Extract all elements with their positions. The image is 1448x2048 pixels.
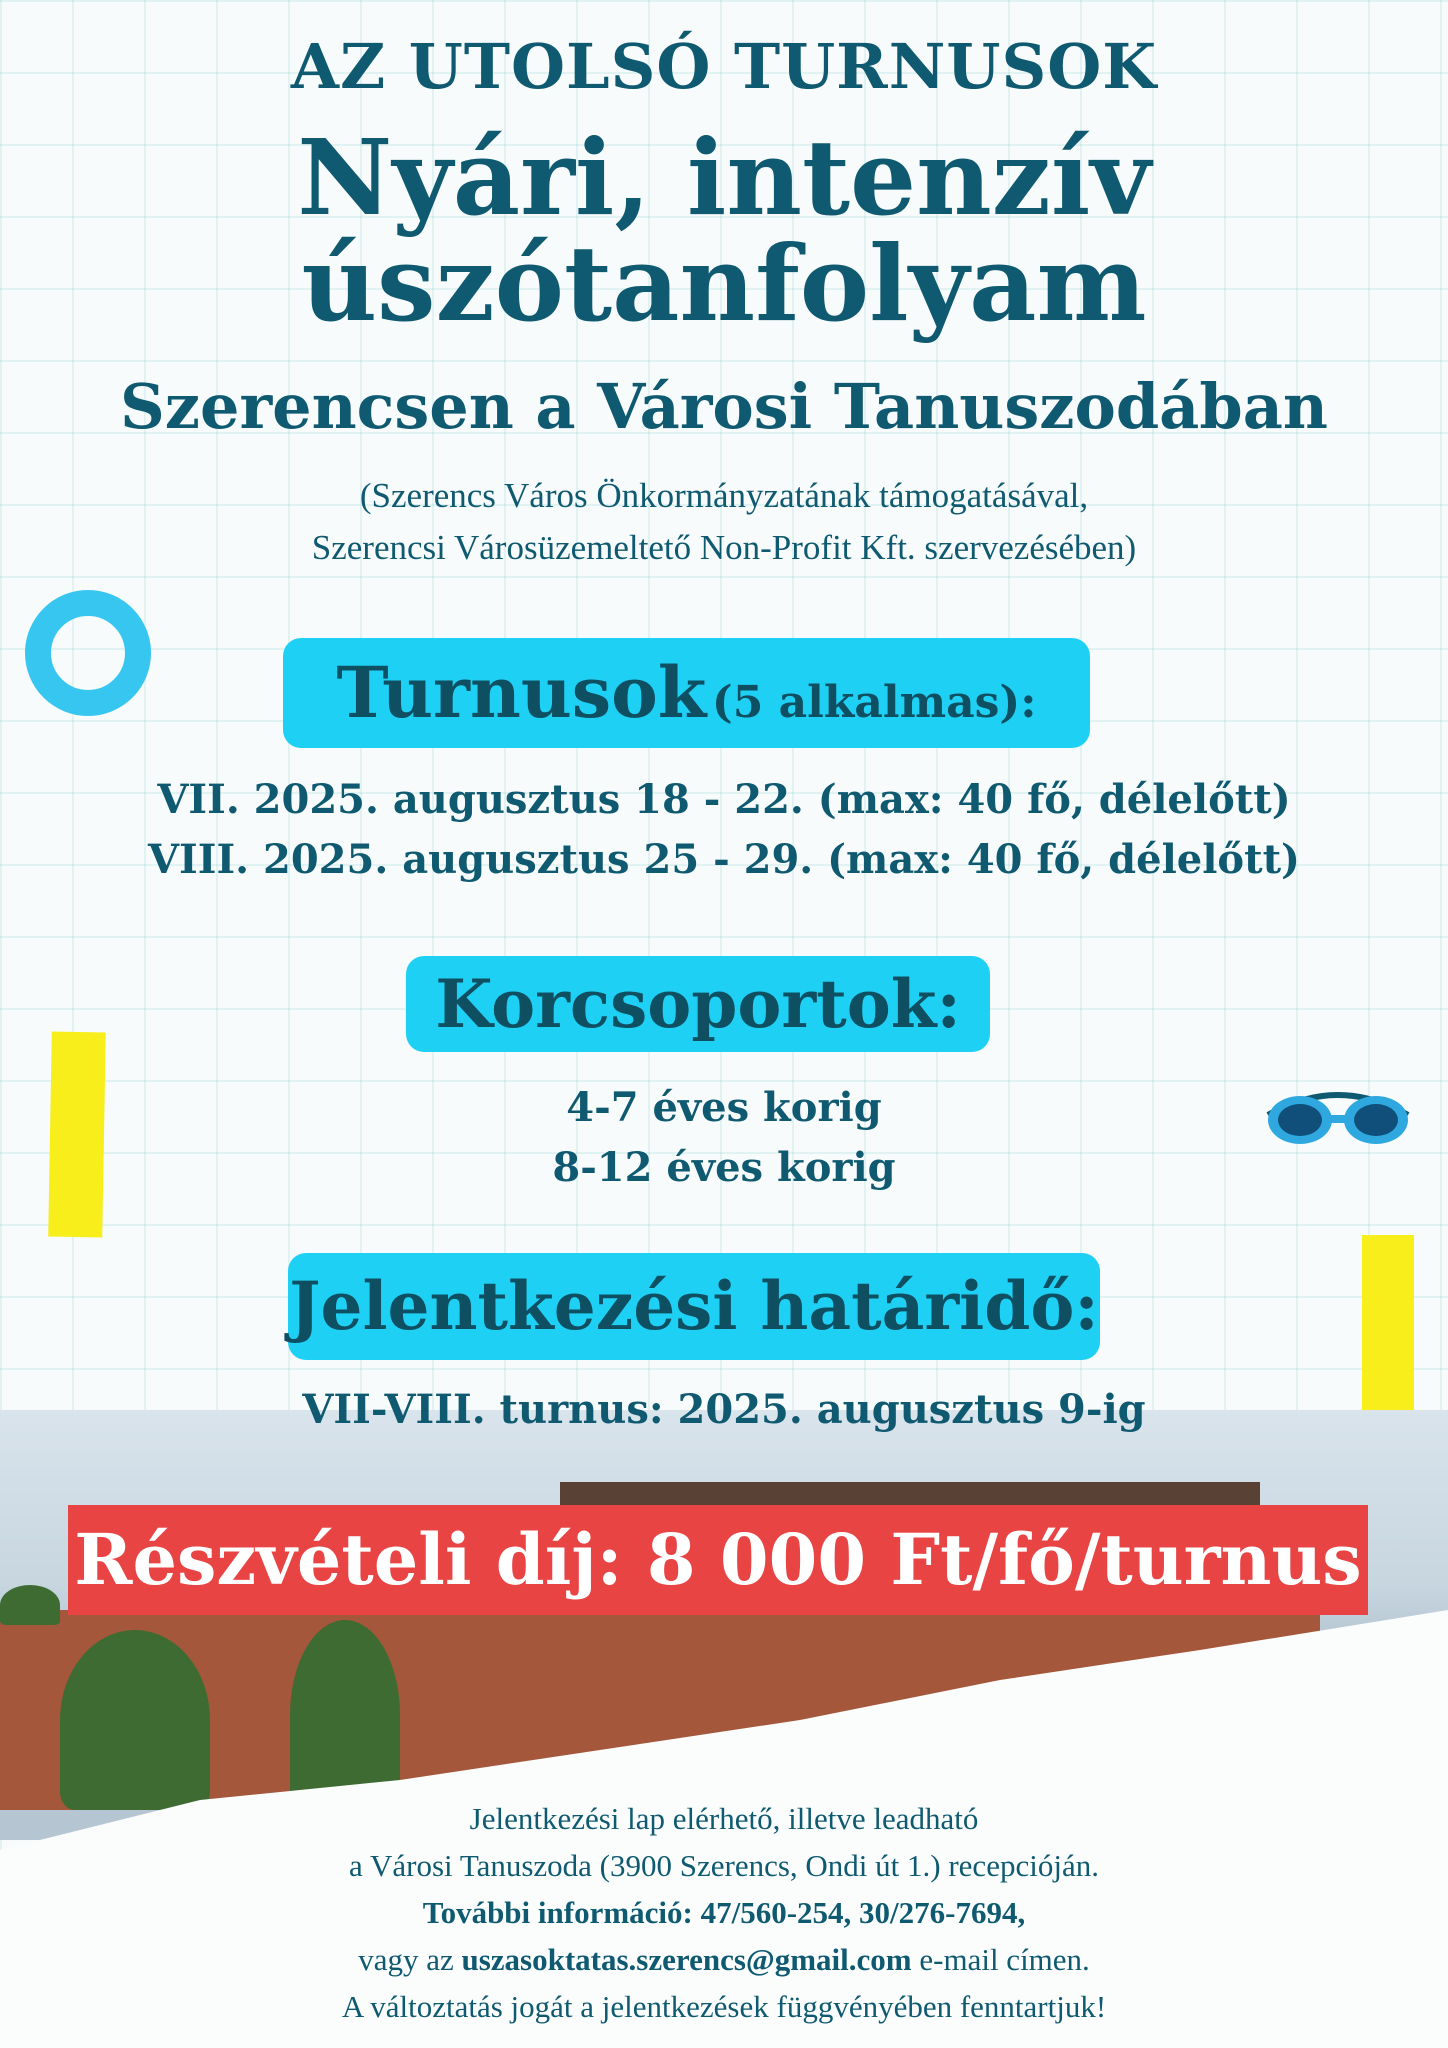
age-groups-list: 4-7 éves korig 8-12 éves korig	[0, 1078, 1448, 1198]
swim-goggles-icon	[1266, 1092, 1410, 1144]
footer-line-4: vagy az uszasoktatas.szerencs@gmail.com …	[0, 1936, 1448, 1983]
photo-tree	[0, 1585, 60, 1625]
photo-roof	[560, 1482, 1260, 1508]
torn-paper-edge	[0, 1610, 1448, 2048]
yellow-tape-left	[48, 1031, 106, 1238]
footer-email-pre: vagy az	[358, 1942, 454, 1977]
kicker: AZ UTOLSÓ TURNUSOK	[290, 30, 1158, 103]
subtitle: Szerencsen a Városi Tanuszodában	[120, 370, 1328, 443]
photo-tree	[60, 1630, 210, 1810]
title: Nyári, intenzív úszótanfolyam	[0, 125, 1448, 337]
contact-email-link[interactable]: uszasoktatas.szerencs@gmail.com	[461, 1942, 912, 1977]
sessions-list: VII. 2025. augusztus 18 - 22. (max: 40 f…	[0, 770, 1448, 890]
session-item: VIII. 2025. augusztus 25 - 29. (max: 40 …	[148, 836, 1300, 883]
support-line-2: Szerencsi Városüzemeltető Non-Profit Kft…	[311, 528, 1137, 567]
support-text: (Szerencs Város Önkormányzatának támogat…	[0, 470, 1448, 574]
sessions-heading-text: Turnusok	[336, 651, 707, 734]
footer-contact-phones: További információ: 47/560-254, 30/276-7…	[422, 1895, 1026, 1930]
session-item: VII. 2025. augusztus 18 - 22. (max: 40 f…	[157, 776, 1291, 823]
title-line-2: úszótanfolyam	[301, 222, 1147, 345]
age-groups-heading: Korcsoportok:	[406, 956, 990, 1052]
photo-tree	[290, 1620, 400, 1810]
age-group-item: 8-12 éves korig	[552, 1144, 896, 1191]
support-line-1: (Szerencs Város Önkormányzatának támogat…	[359, 476, 1089, 515]
sessions-heading-note: (5 alkalmas):	[711, 677, 1037, 728]
deadline-text: VII-VIII. turnus: 2025. augusztus 9-ig	[302, 1386, 1146, 1433]
deadline-heading: Jelentkezési határidő:	[288, 1253, 1100, 1360]
sessions-heading: Turnusok (5 alkalmas):	[283, 638, 1090, 748]
age-group-item: 4-7 éves korig	[566, 1084, 882, 1131]
title-line-1: Nyári, intenzív	[297, 116, 1151, 239]
footer-line-5: A változtatás jogát a jelentkezések függ…	[341, 1989, 1107, 2024]
footer-email-post: e-mail címen.	[919, 1942, 1090, 1977]
footer: Jelentkezési lap elérhető, illetve leadh…	[0, 1795, 1448, 2030]
footer-line-2: a Városi Tanuszoda (3900 Szerencs, Ondi …	[349, 1848, 1099, 1883]
footer-line-1: Jelentkezési lap elérhető, illetve leadh…	[469, 1801, 979, 1836]
fee-banner: Részvételi díj: 8 000 Ft/fő/turnus	[68, 1505, 1368, 1615]
life-ring-icon	[25, 590, 151, 716]
